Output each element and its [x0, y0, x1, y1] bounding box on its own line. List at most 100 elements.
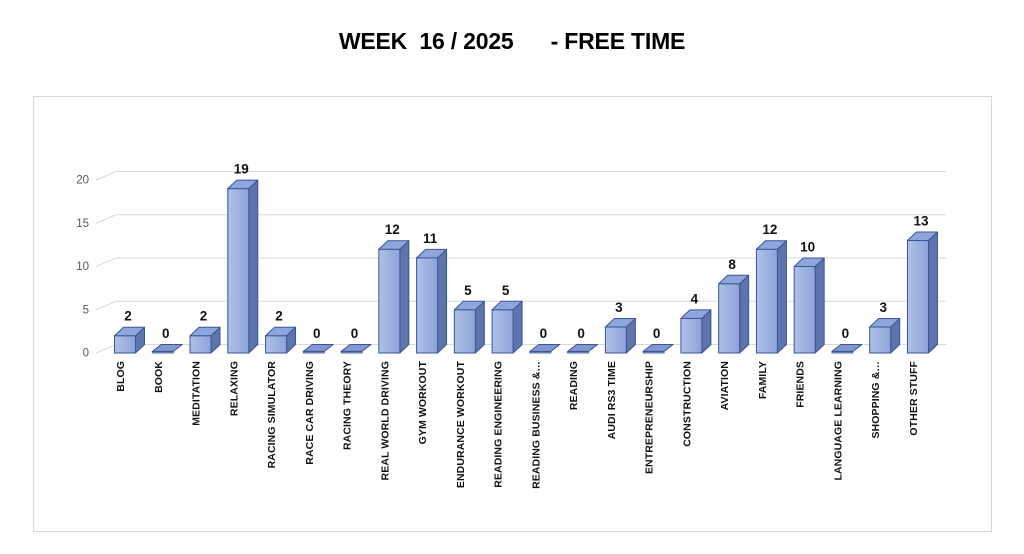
bar-zero-face: [151, 344, 183, 352]
bar: [869, 318, 901, 354]
bar: [453, 300, 485, 354]
bar-value-label: 4: [691, 291, 699, 306]
bar-front-face: [416, 257, 439, 354]
bar-zero-face: [642, 344, 674, 352]
gridline-depth: [95, 257, 117, 267]
category-label: RACING THEORY: [342, 361, 354, 450]
bar-zero-face: [567, 344, 599, 352]
bar-front-face: [869, 326, 892, 354]
category-label: RACE CAR DRIVING: [304, 361, 316, 465]
y-tick-label: 20: [76, 175, 89, 187]
bar-side-face: [776, 240, 787, 354]
category-label: OTHER STUFF: [908, 361, 920, 436]
bar-value-label: 2: [124, 309, 132, 324]
bar-top-face: [453, 300, 485, 311]
y-tick-label: 5: [83, 304, 89, 316]
category-label: GYM WORKOUT: [417, 361, 429, 445]
bar-top-face: [680, 309, 712, 319]
bar-top-face: [114, 326, 145, 337]
bar-value-label: 0: [540, 326, 548, 341]
gridline-depth: [95, 300, 117, 311]
bar: [114, 326, 145, 354]
y-tick-label: 15: [76, 218, 89, 230]
category-label: AUDI RS3 TIME: [606, 361, 618, 439]
bar: [491, 300, 523, 354]
bar: [755, 240, 787, 354]
bar-value-label: 2: [200, 309, 208, 324]
bar-value-label: 2: [275, 309, 283, 324]
bar-value-label: 5: [502, 283, 510, 298]
bar: [227, 179, 259, 354]
bar-side-face: [927, 231, 938, 354]
bar-front-face: [453, 309, 476, 354]
bar-value-label: 12: [762, 222, 777, 237]
bar-value-label: 19: [234, 162, 249, 177]
bar-zero-face: [302, 344, 334, 352]
bar-front-face: [491, 309, 514, 354]
bar-value-label: 0: [577, 326, 585, 341]
bar-top-face: [869, 318, 901, 328]
plot-svg: 051015202BLOG0BOOK2MEDITATION19RELAXING2…: [76, 162, 946, 489]
bar-front-face: [718, 283, 741, 354]
bar-front-face: [189, 335, 212, 354]
bar-value-label: 0: [351, 326, 359, 341]
bar-side-face: [248, 179, 259, 354]
gridline-depth: [95, 171, 117, 181]
bar: [642, 344, 674, 354]
bar-side-face: [814, 257, 825, 354]
bar: [302, 344, 334, 354]
bar: [340, 344, 372, 354]
gridline-depth: [95, 214, 117, 224]
bar-front-face: [755, 248, 778, 354]
bar-top-face: [604, 318, 636, 328]
bar: [604, 318, 636, 354]
bar-front-face: [793, 266, 816, 354]
category-label: BOOK: [153, 361, 165, 393]
bar-top-face: [416, 248, 448, 259]
category-label: FRIENDS: [795, 361, 807, 408]
y-tick-label: 10: [76, 261, 89, 273]
bar: [906, 231, 938, 354]
bar-zero-face: [831, 344, 863, 352]
bar: [189, 326, 221, 354]
bar-value-label: 0: [313, 326, 321, 341]
bar-side-face: [739, 274, 750, 354]
bar: [680, 309, 712, 354]
category-label: SHOPPING &…: [870, 361, 882, 439]
bar-top-face: [378, 240, 410, 250]
bar-front-face: [604, 326, 627, 354]
bar-top-face: [793, 257, 825, 267]
bar-value-label: 3: [879, 300, 887, 315]
bar-top-face: [906, 231, 938, 242]
bar-zero-face: [529, 344, 561, 352]
category-label: RACING SIMULATOR: [266, 361, 278, 469]
chart-area[interactable]: 0 5 10 15 20 2 BLOG 0 BOOK 2 MEDITATION 19 RELAXING 2…: [33, 96, 992, 532]
category-label: FAMILY: [757, 361, 769, 399]
bar: [793, 257, 825, 354]
category-label: MEDITATION: [191, 361, 203, 426]
bar-value-label: 0: [162, 326, 170, 341]
bar-value-label: 12: [385, 222, 400, 237]
chart-title: WEEK 16 / 2025 - FREE TIME: [338, 28, 686, 54]
bar-top-face: [491, 300, 523, 311]
bar-value-label: 8: [728, 257, 736, 272]
bar: [265, 326, 297, 354]
category-label: READING: [568, 361, 580, 410]
bar-value-label: 0: [653, 326, 661, 341]
bar-front-face: [227, 188, 250, 354]
bar-front-face: [114, 335, 136, 354]
bar-front-face: [680, 317, 703, 354]
category-label: ENDURANCE WORKOUT: [455, 361, 467, 489]
bar-value-label: 3: [615, 300, 623, 315]
bar: [567, 344, 599, 354]
category-label: ENTREPRENEURSHIP: [644, 361, 656, 474]
category-label: REAL WORLD DRIVING: [379, 361, 391, 480]
bar-top-face: [755, 240, 787, 250]
bar: [718, 274, 750, 354]
bar-value-label: 0: [842, 326, 850, 341]
bar: [378, 240, 410, 354]
category-label: AVIATION: [719, 361, 731, 410]
bar-value-label: 5: [464, 283, 472, 298]
bar: [831, 344, 863, 354]
bar-front-face: [265, 335, 288, 354]
